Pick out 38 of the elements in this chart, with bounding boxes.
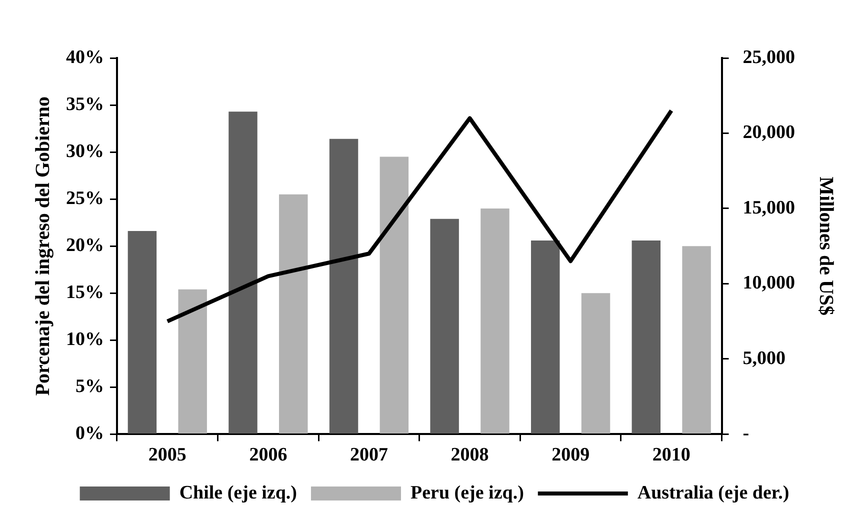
- bar: [329, 138, 358, 434]
- y2-tick-label: 10,000: [742, 272, 795, 294]
- y-tick-label: 35%: [66, 94, 104, 115]
- legend-label: Chile (eje izq.): [179, 482, 297, 504]
- y2-tick-label: 25,000: [742, 46, 795, 68]
- x-tick-label: 2007: [350, 444, 388, 466]
- bar: [531, 240, 560, 434]
- bar: [380, 156, 409, 434]
- bar: [128, 231, 157, 434]
- y2-tick-label: 5,000: [742, 348, 786, 369]
- y-tick-label: 30%: [66, 140, 104, 162]
- bar: [581, 293, 610, 434]
- y2-axis-title: Millones de US$: [814, 176, 837, 316]
- bar: [430, 218, 459, 434]
- y-tick-label: 10%: [66, 329, 104, 350]
- y-tick-label: 25%: [66, 188, 104, 209]
- y2-tick-label: -: [742, 423, 750, 444]
- bar: [228, 112, 258, 434]
- y-tick-label: 0%: [76, 423, 104, 444]
- x-tick-label: 2005: [148, 444, 186, 466]
- x-tick-label: 2008: [450, 444, 489, 466]
- x-tick-label: 2006: [249, 444, 288, 466]
- y-tick-label: 40%: [66, 46, 104, 68]
- bar: [480, 208, 510, 434]
- y-tick-label: 20%: [66, 235, 104, 256]
- y-tick-label: 5%: [76, 376, 104, 398]
- y-axis-title: Porcenaje del ingreso del Gobierno: [32, 96, 54, 396]
- bar: [632, 240, 661, 434]
- bar: [279, 194, 308, 434]
- legend-label: Peru (eje izq.): [410, 482, 524, 504]
- x-tick-label: 2010: [652, 444, 690, 466]
- bar: [682, 246, 711, 434]
- legend-label: Australia (eje der.): [637, 482, 790, 504]
- y2-tick-label: 15,000: [742, 197, 795, 218]
- x-tick-label: 2009: [552, 444, 590, 466]
- y2-tick-label: 20,000: [742, 122, 795, 144]
- y-tick-label: 15%: [66, 282, 104, 304]
- bar: [178, 289, 207, 434]
